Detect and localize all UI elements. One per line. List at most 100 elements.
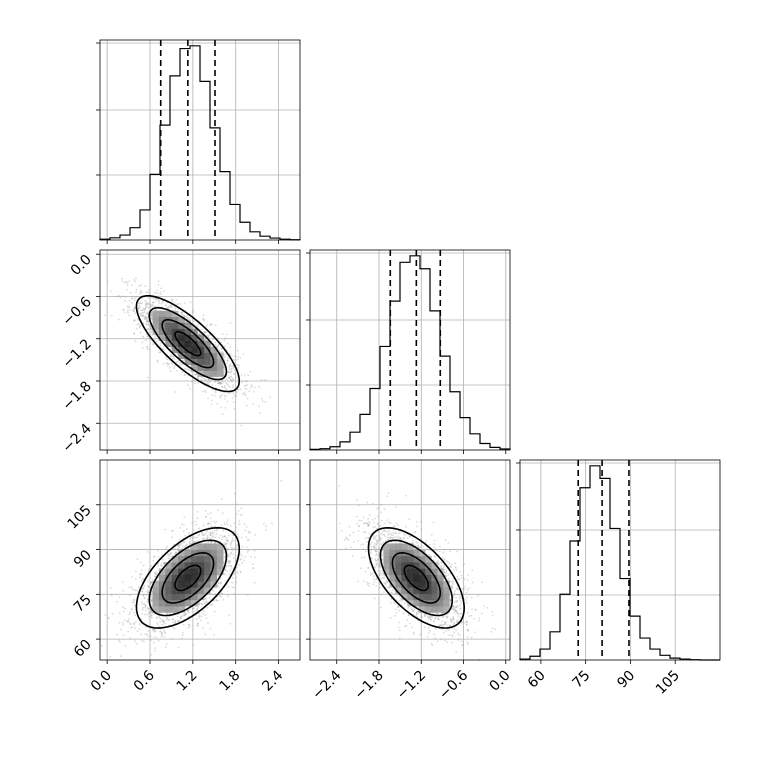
- scatter-point: [221, 536, 224, 538]
- scatter-point: [201, 534, 204, 537]
- scatter-point: [210, 604, 213, 606]
- scatter-point: [164, 622, 166, 625]
- scatter-point: [198, 603, 200, 606]
- scatter-point: [147, 612, 150, 614]
- scatter-point: [236, 513, 238, 515]
- scatter-point: [210, 537, 213, 539]
- scatter-point: [147, 327, 150, 330]
- scatter-point: [210, 403, 213, 405]
- scatter-point: [141, 569, 143, 571]
- scatter-point: [229, 543, 232, 545]
- scatter-point: [118, 640, 121, 643]
- scatter-point: [224, 579, 227, 582]
- scatter-point: [208, 383, 211, 386]
- scatter-point: [153, 628, 156, 631]
- scatter-point: [150, 305, 153, 308]
- scatter-point: [157, 623, 159, 626]
- density-cell: [178, 606, 185, 613]
- scatter-point: [148, 607, 151, 610]
- scatter-point: [243, 374, 246, 377]
- scatter-point: [161, 301, 164, 304]
- scatter-point: [140, 580, 143, 583]
- density-cell: [165, 574, 173, 582]
- scatter-point: [157, 305, 160, 307]
- scatter-point: [226, 370, 229, 373]
- scatter-point: [225, 566, 227, 568]
- scatter-point: [138, 304, 141, 307]
- scatter-point: [158, 640, 160, 642]
- scatter-point: [165, 362, 168, 365]
- scatter-point: [151, 598, 153, 601]
- scatter-point: [232, 553, 235, 556]
- scatter-point: [188, 623, 190, 626]
- scatter-point: [125, 281, 128, 283]
- scatter-point: [233, 547, 236, 549]
- scatter-point: [147, 630, 150, 633]
- scatter-point: [139, 302, 142, 305]
- scatter-point: [201, 603, 204, 605]
- scatter-point: [143, 596, 146, 599]
- scatter-point: [193, 529, 195, 532]
- scatter-point: [258, 411, 261, 414]
- scatter-point: [159, 621, 161, 623]
- scatter-point: [219, 594, 221, 597]
- scatter-point: [148, 288, 151, 291]
- scatter-point: [204, 380, 207, 382]
- scatter-point: [206, 534, 209, 537]
- scatter-point: [140, 618, 143, 620]
- scatter-point: [194, 537, 197, 539]
- scatter-point: [141, 590, 144, 593]
- scatter-point: [151, 616, 153, 619]
- hist-panel-1: [306, 249, 511, 454]
- scatter-point: [222, 413, 224, 415]
- scatter-point: [191, 308, 194, 311]
- scatter-point: [453, 621, 456, 624]
- scatter-point: [225, 539, 228, 541]
- scatter-point: [157, 280, 160, 283]
- scatter-point: [150, 312, 153, 315]
- scatter-point: [173, 547, 176, 550]
- scatter-point: [443, 621, 446, 624]
- scatter-point: [209, 627, 212, 630]
- scatter-point: [172, 530, 175, 532]
- density-cell: [165, 568, 173, 576]
- scatter-point: [150, 614, 153, 617]
- scatter-point: [178, 546, 181, 549]
- scatter-point: [172, 618, 175, 621]
- scatter-point: [128, 299, 131, 302]
- scatter-point: [202, 314, 205, 317]
- scatter-point: [148, 293, 151, 296]
- scatter-point: [155, 571, 158, 573]
- scatter-point: [227, 359, 229, 361]
- density-cell: [178, 316, 185, 324]
- scatter-point: [227, 547, 230, 550]
- scatter-point: [180, 312, 183, 315]
- scatter-point: [107, 616, 110, 619]
- scatter-point: [128, 308, 131, 311]
- scatter-point: [237, 510, 240, 512]
- density-cell: [197, 574, 205, 582]
- density-cell: [152, 593, 160, 601]
- scatter-point: [245, 404, 248, 407]
- scatter-point: [185, 316, 188, 319]
- scatter-point: [169, 612, 172, 615]
- scatter-point: [232, 392, 235, 395]
- scatter-point: [146, 635, 149, 637]
- density-cell: [210, 346, 218, 353]
- density-cell: [197, 562, 205, 569]
- scatter-point: [204, 602, 207, 605]
- scatter-point: [157, 549, 159, 552]
- scatter-point: [197, 606, 200, 609]
- scatter-point: [160, 635, 163, 638]
- scatter-point: [150, 614, 153, 617]
- scatter-point: [136, 558, 139, 560]
- scatter-point: [238, 564, 241, 566]
- density-cell: [178, 562, 185, 569]
- scatter-point: [240, 424, 243, 427]
- scatter-point: [166, 362, 169, 365]
- scatter-point: [246, 388, 248, 390]
- scatter-point: [156, 617, 159, 619]
- scatter-point: [163, 562, 166, 565]
- scatter-point: [226, 342, 229, 345]
- scatter-point: [218, 382, 221, 385]
